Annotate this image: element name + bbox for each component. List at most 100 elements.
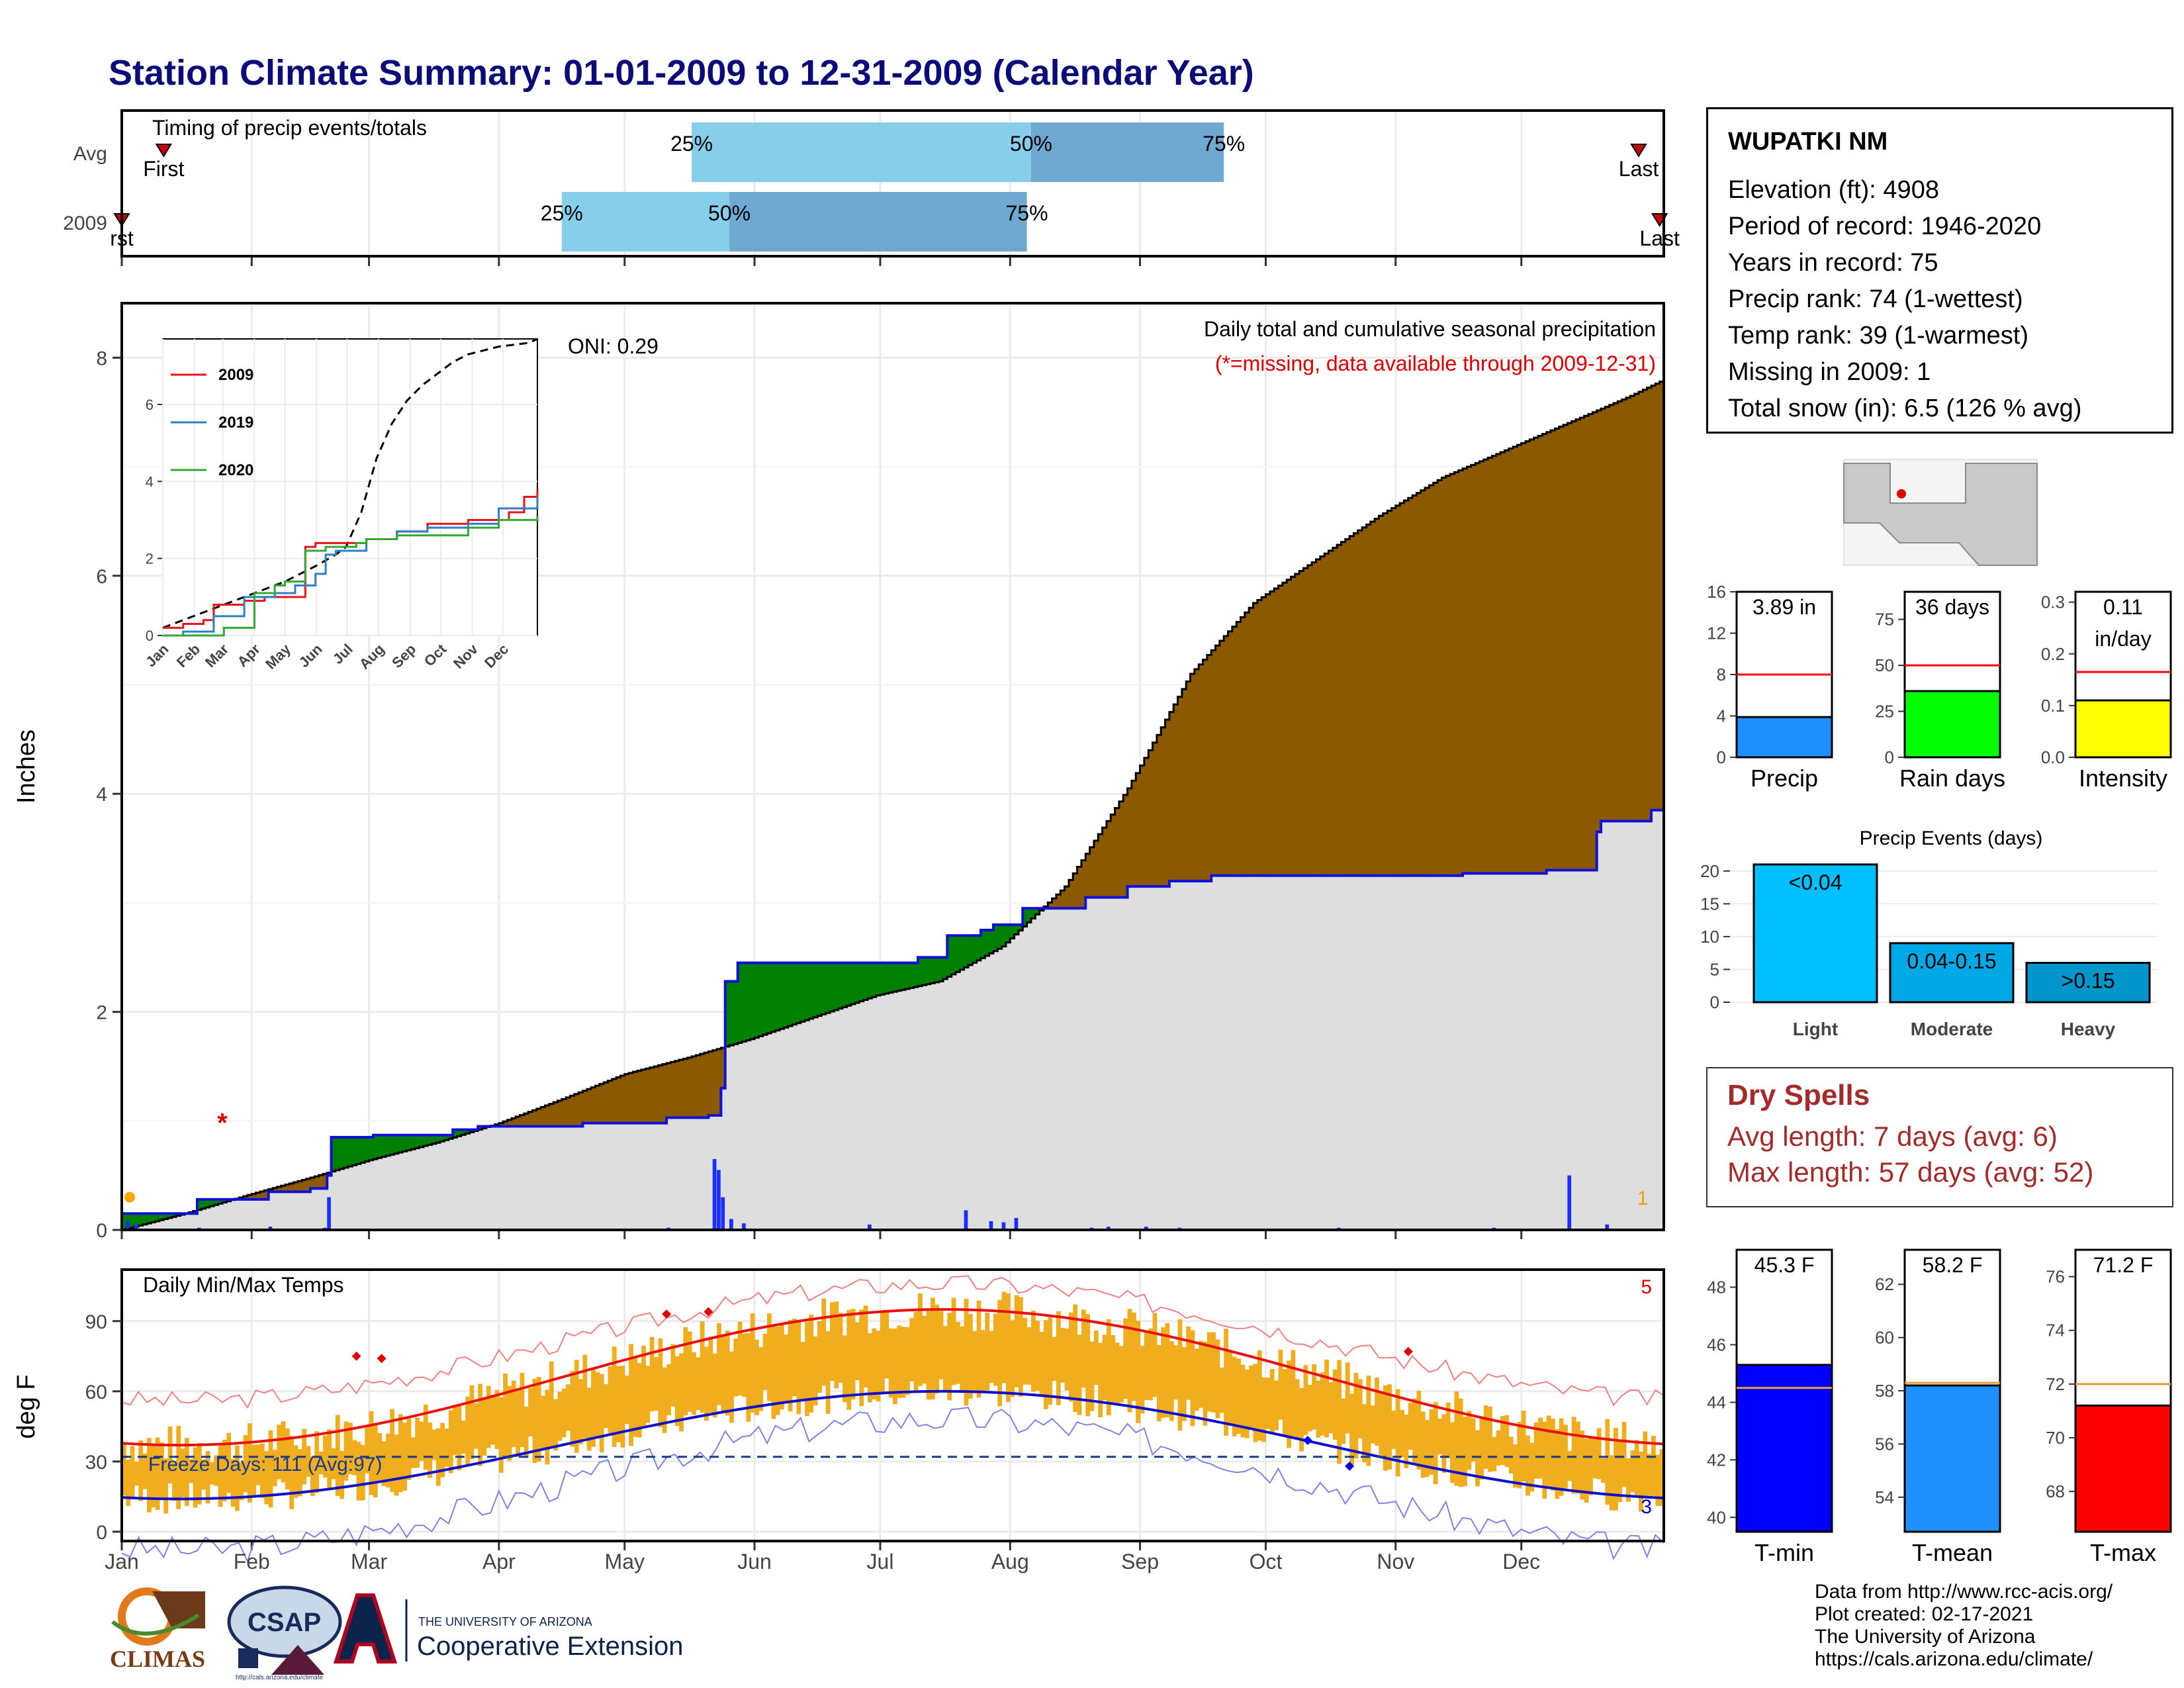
deficit-band [578,1092,584,1127]
daily-temp-bar [1023,1317,1028,1385]
daily-temp-bar [1287,1360,1291,1448]
daily-temp-bar [226,1432,232,1493]
daily-temp-bar [1043,1320,1048,1409]
daily-temp-bar [511,1380,516,1447]
inset-series-2020 [163,516,539,637]
deficit-band [1211,650,1216,876]
daily-temp-bar [624,1376,629,1425]
timing-last-label: Last [1639,226,1680,250]
mini-temp-t-max-tick-label: 70 [2046,1428,2065,1448]
daily-precip-bar [729,1219,733,1230]
daily-temp-bar [494,1389,500,1449]
deficit-band [1634,393,1639,821]
surplus-band [444,1135,449,1141]
surplus-band [1030,908,1036,919]
mini-precip-intensity-tick-label: 0.1 [2041,696,2065,716]
daily-temp-bar [868,1333,872,1403]
daily-temp-bar [507,1385,512,1461]
daily-temp-bar [1617,1441,1623,1503]
surplus-band [834,962,839,1010]
daily-temp-bar [645,1366,651,1423]
daily-temp-bar [750,1313,755,1413]
mini-precip-precip-tick-label: 12 [1707,624,1726,643]
daily-temp-bar [947,1313,952,1401]
deficit-band [599,1084,604,1123]
deficit-band [1651,385,1656,810]
daily-temp-bar [343,1421,349,1481]
daily-temp-bar [972,1331,978,1393]
surplus-band [754,962,759,1038]
daily-temp-bar [1580,1430,1585,1500]
daily-temp-bar [805,1322,809,1417]
deficit-band [277,1186,282,1192]
daily-temp-bar [1412,1398,1417,1464]
ua-small-text: THE UNIVERSITY OF ARIZONA [418,1615,592,1628]
daily-temp-bar [712,1353,717,1418]
deficit-band [1588,414,1593,870]
daily-temp-bar [209,1462,214,1485]
daily-temp-bar [662,1367,667,1433]
deficit-band [243,1196,248,1199]
daily-temp-bar [922,1315,927,1384]
page-title: Station Climate Summary: 01-01-2009 to 1… [109,53,1254,93]
deficit-band [1332,547,1338,876]
timing-first-label: First [143,157,184,181]
mini-temp-t-min-label: T-min [1754,1539,1814,1566]
mini-temp-t-mean: 54 56 58 60 62 58.2 F T-mean [1875,1248,2001,1566]
daily-precip-bar [1567,1175,1572,1230]
record-min-line [121,1407,1664,1564]
daily-temp-bar [1106,1319,1111,1416]
record-low-count: 3 [1641,1496,1652,1518]
daily-temp-bar [1181,1346,1187,1421]
timing-bar-25-50 [561,192,730,252]
deficit-band [1186,681,1191,881]
deficit-band [1492,455,1497,874]
daily-temp-bar [964,1299,969,1406]
deficit-band [1370,521,1375,876]
precip-panel: * 0 2 4 6 8 Inches Daily total and cumulativ… [13,302,1665,1242]
deficit-band [586,1089,592,1123]
deficit-band [1647,387,1652,821]
daily-precip-bar [717,1170,721,1230]
timing-label: Timing of precip events/totals [152,116,427,140]
daily-temp-bar [917,1293,923,1386]
daily-temp-bar [440,1423,445,1477]
surplus-band [968,935,973,965]
deficit-band [1194,669,1199,881]
daily-temp-bar [268,1430,273,1508]
daily-temp-bar [1559,1418,1564,1496]
deficit-band [541,1107,546,1127]
daily-temp-bar [880,1311,885,1392]
surplus-band [737,962,743,1043]
daily-temp-bar [817,1321,822,1393]
daily-temp-bar [1093,1330,1099,1385]
deficit-band [1111,814,1116,898]
daily-temp-bar [1362,1404,1367,1463]
mini-precip-intensity-value-label-2: in/day [2095,627,2151,651]
deficit-band [1357,530,1363,876]
daily-temp-bar [369,1411,374,1495]
events-tick-label: 20 [1700,861,1719,881]
deficit-band [1345,539,1350,876]
deficit-band [322,1174,328,1189]
daily-temp-bar [1471,1418,1476,1462]
daily-temp-bar [897,1325,902,1398]
deficit-band [293,1182,298,1192]
daily-temp-bar [683,1327,688,1416]
daily-temp-bar [930,1297,935,1400]
surplus-band [1001,924,1007,947]
deficit-band [1391,508,1396,876]
mini-temp-t-max-tick-label: 72 [2046,1374,2065,1394]
inset-legend-2009: 2009 [218,366,253,384]
daily-precip-bar [712,1158,717,1230]
station-location-marker [1897,489,1906,498]
deficit-band [1261,597,1267,876]
daily-temp-bar [1014,1295,1019,1387]
deficit-band [1341,541,1346,876]
surplus-band [1035,908,1040,915]
surplus-band [432,1135,437,1144]
daily-temp-bar [762,1333,768,1390]
daily-temp-bar [327,1429,332,1491]
daily-temp-bar [239,1462,244,1501]
